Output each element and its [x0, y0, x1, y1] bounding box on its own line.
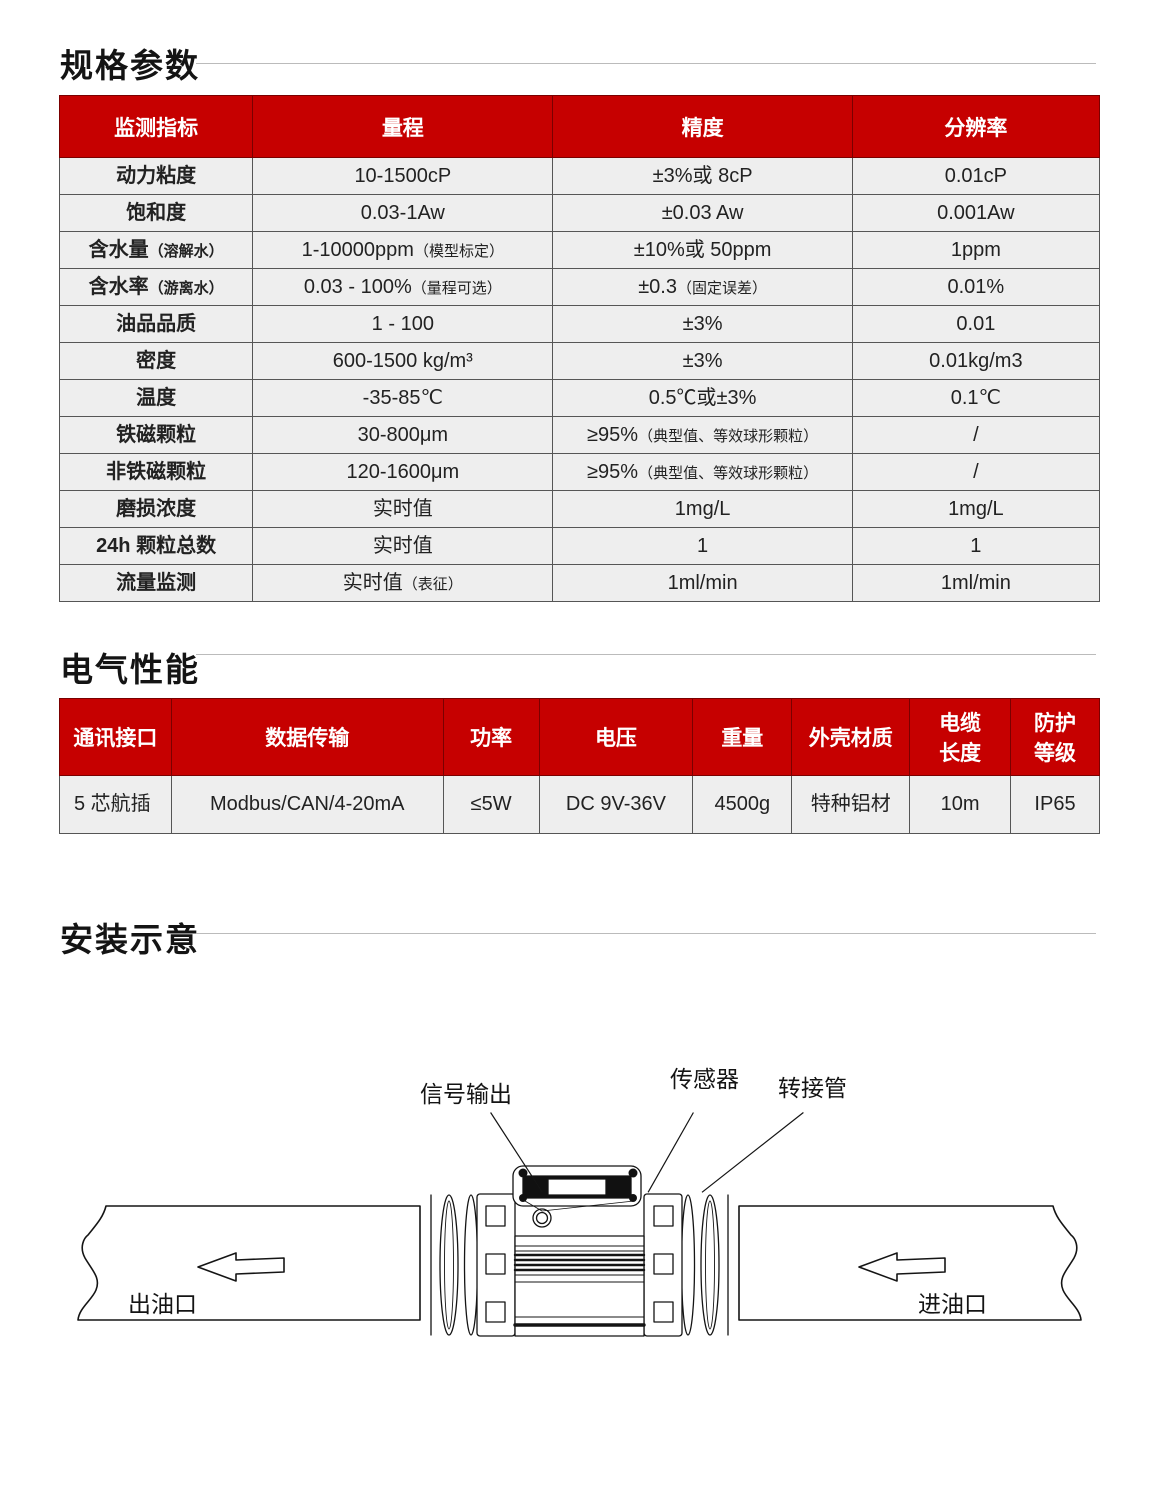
- svg-text:传感器: 传感器: [670, 1066, 739, 1092]
- svg-text:进油口: 进油口: [918, 1291, 987, 1317]
- svg-text:出油口: 出油口: [128, 1291, 197, 1317]
- svg-text:转接管: 转接管: [778, 1075, 847, 1101]
- svg-text:信号输出: 信号输出: [420, 1081, 512, 1107]
